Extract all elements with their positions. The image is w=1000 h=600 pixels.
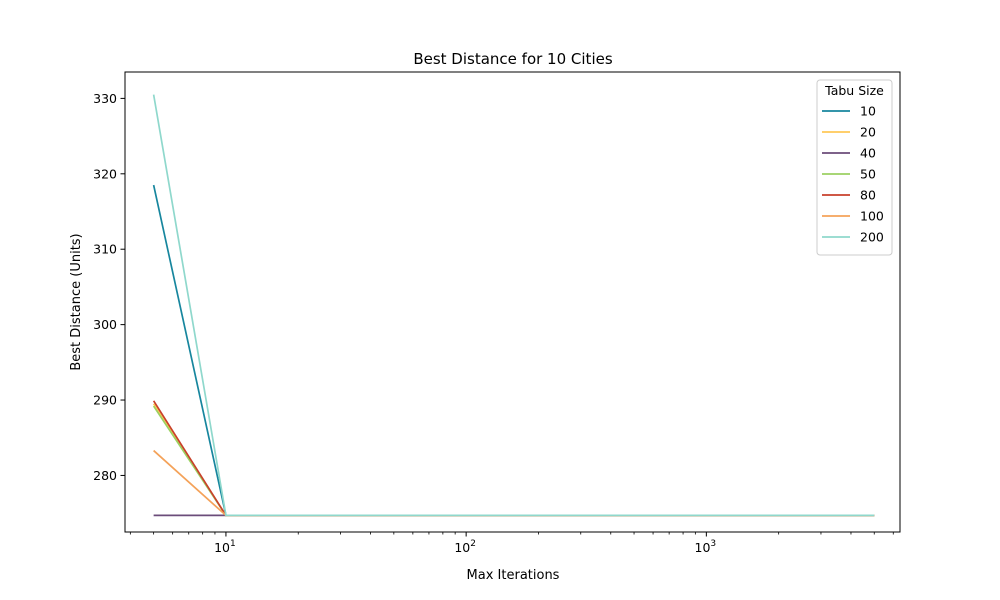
x-tick-label: 101: [214, 539, 236, 555]
series-line-100: [153, 449, 875, 517]
x-tick-label: 103: [695, 539, 717, 555]
y-tick-label: 280: [93, 468, 117, 483]
legend-title: Tabu Size: [824, 83, 884, 98]
legend-label-50: 50: [860, 167, 876, 182]
legend-label-40: 40: [860, 146, 876, 161]
series-line-20: [152, 403, 875, 517]
x-tick-base: 10: [695, 540, 711, 555]
legend-box: [816, 79, 893, 256]
chart-title: Best Distance for 10 Cities: [413, 50, 613, 68]
x-tick-exponent: 2: [470, 539, 476, 549]
y-tick-label: 310: [93, 242, 117, 257]
legend-label-20: 20: [860, 125, 876, 140]
x-tick-exponent: 3: [710, 539, 716, 549]
legend: Tabu Size 10 20 40 50 80 100 200: [816, 79, 893, 256]
series-line-80: [152, 400, 875, 517]
y-tick-label: 300: [93, 317, 117, 332]
plot-frame: [124, 71, 901, 533]
x-axis-label: Max Iterations: [467, 568, 560, 583]
y-tick-label: 320: [93, 166, 117, 181]
y-tick-label: 330: [93, 91, 117, 106]
x-tick-base: 10: [214, 540, 230, 555]
x-tick-base: 10: [454, 540, 470, 555]
series-layer: [152, 94, 875, 517]
series-line-200: [152, 94, 875, 517]
x-tick-label: 102: [454, 539, 476, 555]
series-line-10: [152, 184, 875, 517]
legend-label-80: 80: [860, 188, 876, 203]
x-tick-exponent: 1: [230, 539, 236, 549]
legend-label-100: 100: [860, 209, 884, 224]
legend-label-200: 200: [860, 230, 884, 245]
y-tick-label: 290: [93, 393, 117, 408]
y-axis-label: Best Distance (Units): [69, 233, 84, 370]
legend-label-10: 10: [860, 104, 876, 119]
series-line-50: [152, 405, 875, 517]
